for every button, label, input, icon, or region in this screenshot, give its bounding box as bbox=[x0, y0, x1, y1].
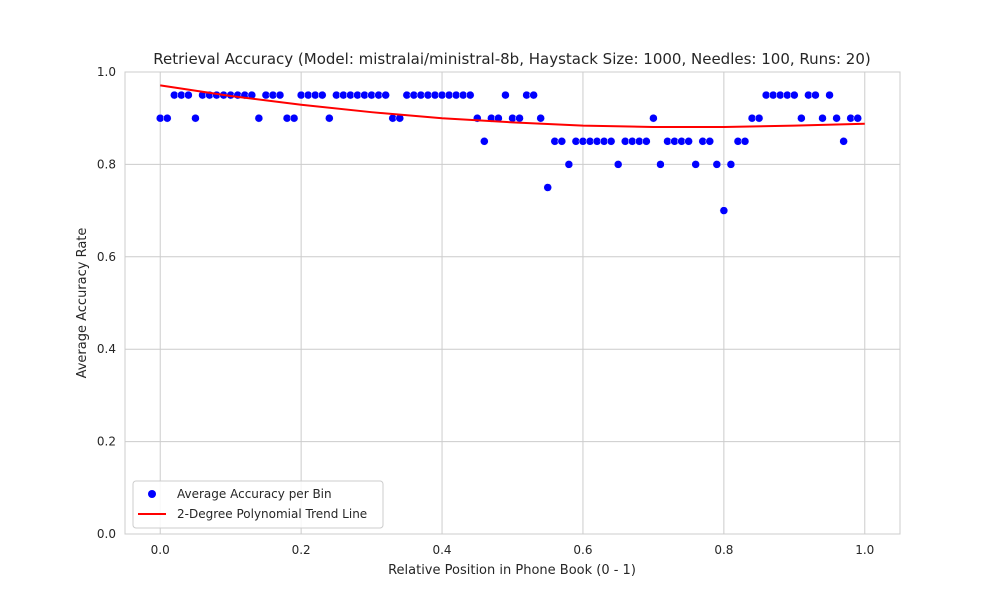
data-layer bbox=[155, 84, 865, 215]
data-point bbox=[832, 113, 841, 123]
data-point bbox=[649, 113, 658, 123]
y-tick-label: 0.6 bbox=[97, 250, 116, 264]
data-point bbox=[853, 113, 862, 123]
data-point bbox=[501, 90, 510, 100]
y-tick-label: 1.0 bbox=[97, 65, 116, 79]
y-tick-label: 0.8 bbox=[97, 157, 116, 171]
data-point bbox=[564, 160, 574, 169]
chart-title: Retrieval Accuracy (Model: mistralai/min… bbox=[153, 50, 871, 68]
x-tick-label: 0.6 bbox=[573, 543, 592, 557]
data-point bbox=[543, 183, 552, 192]
y-tick-label: 0.4 bbox=[97, 342, 116, 356]
data-point bbox=[381, 90, 390, 100]
data-point bbox=[480, 137, 489, 146]
data-point bbox=[465, 90, 475, 100]
x-tick-label: 0.4 bbox=[432, 543, 451, 557]
data-point bbox=[754, 113, 764, 123]
data-point bbox=[163, 113, 172, 123]
data-point bbox=[289, 113, 299, 123]
data-point bbox=[719, 206, 729, 215]
data-point bbox=[184, 90, 193, 100]
x-tick-label: 0.0 bbox=[151, 543, 170, 557]
data-point bbox=[557, 137, 567, 146]
data-point bbox=[275, 90, 285, 100]
data-point bbox=[529, 90, 538, 100]
data-point bbox=[254, 113, 264, 123]
tick-labels: 0.0 0.2 0.4 0.6 0.8 1.0 0.0 0.2 0.4 0.6 0.8 1.0 bbox=[97, 65, 874, 557]
data-point bbox=[684, 137, 693, 146]
data-point bbox=[825, 90, 834, 100]
data-point bbox=[818, 113, 827, 123]
x-tick-label: 1.0 bbox=[855, 543, 874, 557]
data-point bbox=[656, 160, 665, 169]
x-axis-label: Relative Position in Phone Book (0 - 1) bbox=[388, 563, 636, 578]
legend-box bbox=[132, 480, 384, 529]
data-point bbox=[839, 137, 848, 146]
legend-marker-points bbox=[148, 490, 156, 498]
data-point bbox=[515, 113, 524, 123]
trend-line bbox=[160, 84, 865, 128]
x-tick-label: 0.8 bbox=[714, 543, 733, 557]
data-point bbox=[712, 160, 722, 169]
data-point bbox=[536, 113, 545, 123]
data-point bbox=[691, 160, 700, 169]
data-point bbox=[726, 160, 736, 169]
data-point bbox=[642, 137, 651, 146]
data-point bbox=[790, 90, 799, 100]
y-tick-label: 0.2 bbox=[97, 435, 116, 449]
legend: Average Accuracy per Bin 2-Degree Polyno… bbox=[132, 480, 384, 529]
data-point bbox=[191, 113, 200, 123]
legend-label-points: Average Accuracy per Bin bbox=[177, 487, 332, 501]
y-tick-label: 0.0 bbox=[97, 527, 116, 541]
plot-frame bbox=[124, 71, 901, 535]
x-tick-label: 0.2 bbox=[292, 543, 311, 557]
data-point bbox=[318, 90, 327, 100]
data-point bbox=[705, 137, 715, 146]
data-point bbox=[797, 113, 806, 123]
legend-label-trend: 2-Degree Polynomial Trend Line bbox=[177, 507, 367, 521]
data-point bbox=[740, 137, 750, 146]
y-axis-label: Average Accuracy Rate bbox=[75, 228, 90, 379]
data-point bbox=[606, 137, 616, 146]
data-point bbox=[811, 90, 820, 100]
data-point bbox=[613, 160, 623, 169]
grid-lines bbox=[125, 71, 900, 535]
data-point bbox=[325, 113, 334, 123]
